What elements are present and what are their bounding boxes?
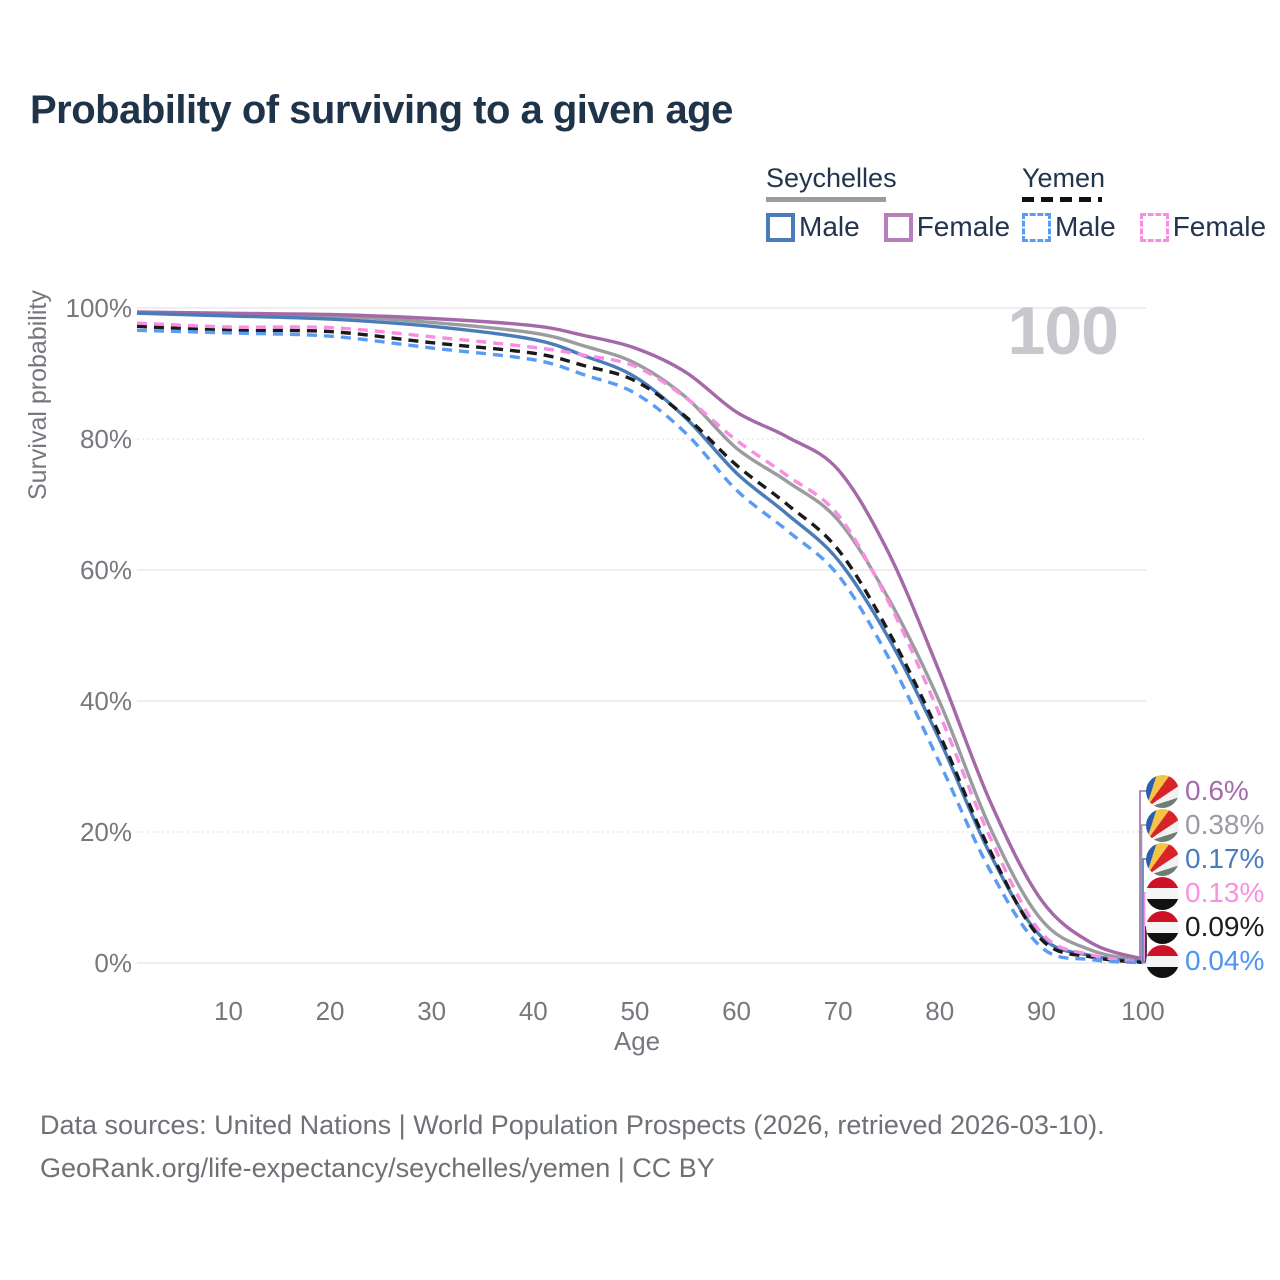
y-tick-label: 40% — [79, 686, 132, 716]
footer-sources: Data sources: United Nations | World Pop… — [40, 1110, 1105, 1140]
end-value-label: 0.13% — [1185, 877, 1265, 908]
x-tick-label: 30 — [417, 996, 447, 1026]
page-title: Probability of surviving to a given age — [30, 88, 733, 132]
seychelles-female-swatch-icon — [883, 212, 913, 242]
end-value-label: 0.09% — [1185, 911, 1265, 942]
end-value-label: 0.6% — [1185, 775, 1249, 806]
y-tick-label: 100% — [65, 293, 133, 323]
end-value-label: 0.17% — [1185, 843, 1265, 874]
footer-attribution: GeoRank.org/life-expectancy/seychelles/y… — [40, 1153, 715, 1183]
x-tick-label: 60 — [722, 996, 751, 1026]
x-tick-label: 70 — [823, 996, 853, 1026]
yemen-line — [136, 324, 1144, 965]
legend-item-yemen-female[interactable]: Female — [1139, 211, 1267, 243]
yemen-flag-icon — [1146, 910, 1179, 944]
legend-item-yemen-male[interactable]: Male — [1022, 211, 1116, 243]
x-tick-label: 20 — [315, 996, 345, 1026]
x-tick-label: 100 — [1121, 996, 1165, 1026]
legend-country-seychelles: Seychelles — [766, 163, 897, 193]
seychelles-female-line — [136, 310, 1144, 961]
end-value-label: 0.38% — [1185, 809, 1265, 840]
seychelles-line — [136, 310, 1144, 963]
series-end-label[interactable]: 0.6% — [1146, 774, 1249, 808]
series-end-label[interactable]: 0.13% — [1146, 876, 1264, 910]
x-tick-label: 40 — [518, 996, 548, 1026]
legend-label: Male — [799, 211, 860, 242]
x-tick-label: 50 — [620, 996, 650, 1026]
x-tick-label: 80 — [925, 996, 955, 1026]
legend-label: Female — [1172, 211, 1267, 242]
series-end-label[interactable]: 0.17% — [1146, 842, 1264, 876]
legend-label: Male — [1055, 211, 1116, 242]
legend-item-seychelles-female[interactable]: Female — [883, 211, 1011, 243]
yemen-female-swatch-icon — [1139, 212, 1169, 242]
x-axis-title: Age — [613, 1026, 661, 1056]
legend-item-seychelles-male[interactable]: Male — [766, 211, 860, 243]
y-axis-title: Survival probability — [24, 290, 52, 500]
seychelles-male-line — [136, 311, 1144, 964]
series-end-label[interactable]: 0.09% — [1146, 910, 1264, 944]
legend-country-yemen: Yemen — [1022, 163, 1106, 193]
yemen-flag-icon — [1146, 876, 1179, 910]
legend-group-seychelles: Seychelles Male Female — [766, 163, 1010, 243]
y-tick-label: 0% — [94, 948, 132, 978]
y-tick-label: 20% — [79, 817, 132, 847]
legend-group-yemen: Yemen Male Female — [1022, 163, 1266, 243]
x-tick-label: 10 — [213, 996, 243, 1026]
x-tick-label: 90 — [1026, 996, 1056, 1026]
yemen-male-line — [136, 328, 1144, 965]
age-counter-watermark: 100 — [1007, 293, 1119, 369]
end-value-label: 0.04% — [1185, 945, 1265, 976]
y-tick-label: 60% — [79, 555, 132, 585]
seychelles-flag-icon — [1146, 808, 1179, 842]
seychelles-male-swatch-icon — [766, 212, 795, 242]
seychelles-flag-icon — [1146, 842, 1179, 876]
series-end-label[interactable]: 0.04% — [1146, 944, 1264, 978]
footer: Data sources: United Nations | World Pop… — [40, 1104, 1105, 1190]
yemen-flag-icon — [1146, 944, 1179, 978]
yemen-line-swatch — [1022, 197, 1102, 202]
seychelles-line-swatch — [766, 197, 886, 202]
legend-label: Female — [916, 211, 1011, 242]
yemen-male-swatch-icon — [1022, 212, 1051, 242]
y-tick-label: 80% — [79, 424, 132, 454]
seychelles-flag-icon — [1146, 774, 1179, 808]
yemen-female-line — [136, 321, 1144, 964]
series-end-label[interactable]: 0.38% — [1146, 808, 1264, 842]
